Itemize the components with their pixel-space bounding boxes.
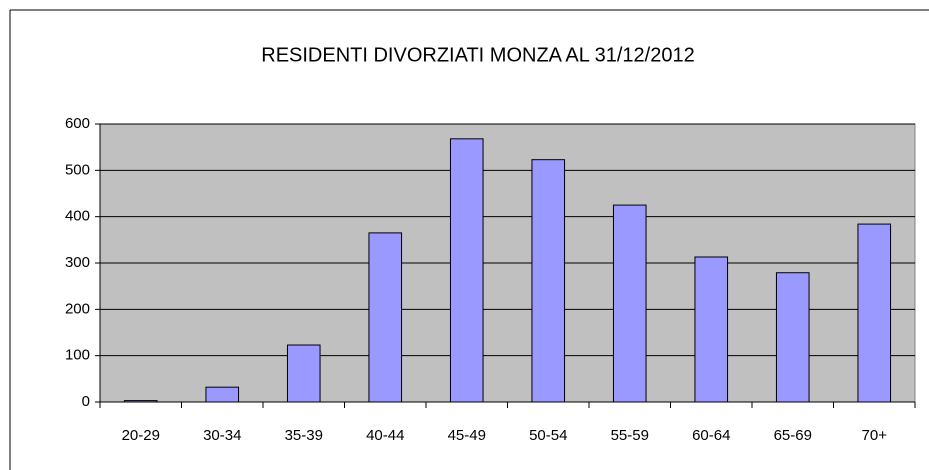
y-tick-label: 200	[65, 300, 90, 317]
y-tick-label: 300	[65, 254, 90, 271]
bar	[694, 256, 729, 403]
bar	[612, 204, 647, 403]
bar	[449, 138, 484, 403]
x-tick-label: 60-64	[692, 427, 730, 444]
x-tick-label: 55-59	[611, 427, 649, 444]
x-tick-label: 20-29	[122, 427, 160, 444]
bar	[775, 272, 810, 403]
x-tick-label: 40-44	[366, 427, 404, 444]
x-tick-label: 30-34	[203, 427, 241, 444]
y-tick-label: 600	[65, 115, 90, 132]
y-tick-label: 100	[65, 347, 90, 364]
bar	[205, 386, 240, 403]
x-tick-label: 35-39	[285, 427, 323, 444]
chart-title: RESIDENTI DIVORZIATI MONZA AL 31/12/2012	[261, 44, 694, 66]
x-tick-label: 65-69	[774, 427, 812, 444]
y-tick-label: 400	[65, 208, 90, 225]
bar	[368, 232, 403, 403]
y-tick-label: 500	[65, 161, 90, 178]
y-tick-label: 0	[82, 393, 90, 410]
bar	[286, 344, 321, 403]
bar	[857, 223, 892, 403]
x-tick-label: 45-49	[448, 427, 486, 444]
x-tick-label: 70+	[862, 427, 888, 444]
bar	[531, 159, 566, 403]
x-tick-label: 50-54	[529, 427, 567, 444]
